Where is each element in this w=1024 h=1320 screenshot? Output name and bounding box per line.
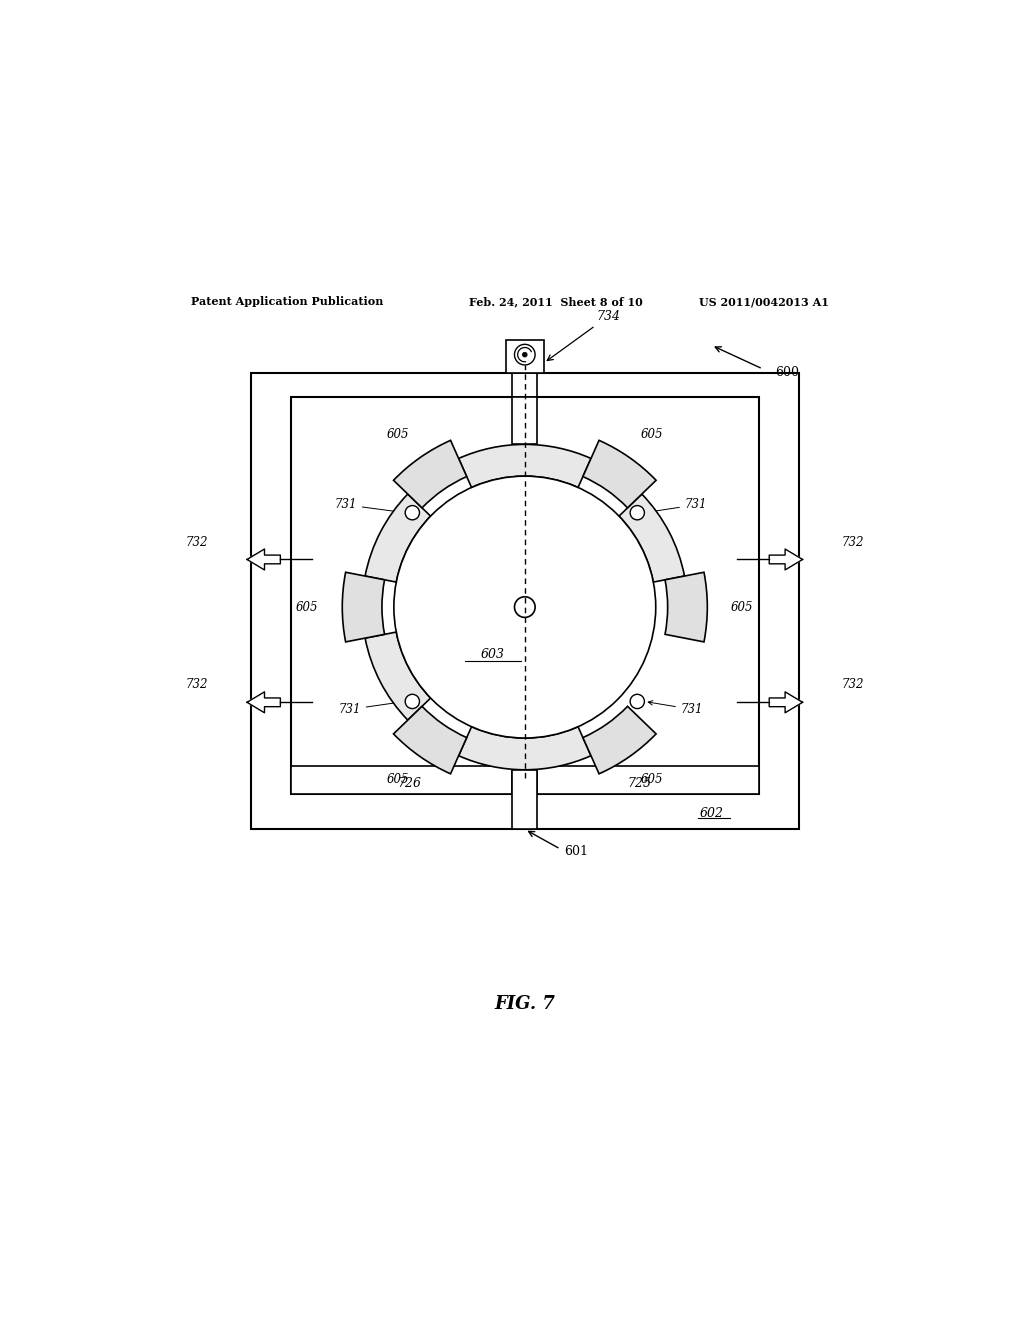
Text: 600: 600: [775, 367, 799, 379]
Wedge shape: [459, 445, 591, 487]
Circle shape: [394, 477, 655, 738]
Polygon shape: [769, 549, 803, 570]
Bar: [291, 397, 759, 793]
Wedge shape: [583, 441, 656, 508]
Text: Feb. 24, 2011  Sheet 8 of 10: Feb. 24, 2011 Sheet 8 of 10: [469, 296, 643, 308]
Text: 726: 726: [397, 777, 422, 791]
Circle shape: [406, 694, 420, 709]
Circle shape: [522, 352, 527, 356]
Bar: [512, 770, 538, 829]
Text: 605: 605: [296, 601, 318, 614]
Text: 732: 732: [185, 678, 208, 692]
Circle shape: [514, 345, 536, 364]
Text: 731: 731: [334, 498, 401, 513]
Text: 725: 725: [628, 777, 652, 791]
Text: 731: 731: [338, 701, 401, 715]
Wedge shape: [366, 632, 431, 721]
Text: 605: 605: [641, 428, 664, 441]
Bar: [251, 374, 799, 829]
Polygon shape: [247, 549, 281, 570]
Text: 732: 732: [842, 678, 864, 692]
Wedge shape: [393, 441, 467, 508]
Text: 732: 732: [842, 536, 864, 549]
Wedge shape: [583, 706, 656, 774]
Text: 601: 601: [564, 845, 589, 858]
Circle shape: [362, 445, 687, 770]
Wedge shape: [342, 573, 385, 642]
Bar: [538, 766, 759, 793]
Text: 609: 609: [557, 597, 581, 610]
Text: 734: 734: [547, 310, 621, 360]
Text: Patent Application Publication: Patent Application Publication: [191, 296, 384, 308]
Text: US 2011/0042013 A1: US 2011/0042013 A1: [699, 296, 829, 308]
Wedge shape: [618, 494, 684, 582]
Bar: [512, 397, 538, 445]
Polygon shape: [769, 692, 803, 713]
Text: 605: 605: [731, 601, 754, 614]
Text: FIG. 7: FIG. 7: [495, 995, 555, 1012]
Polygon shape: [247, 692, 281, 713]
Text: 605: 605: [386, 428, 409, 441]
Wedge shape: [459, 727, 591, 770]
Bar: [512, 374, 538, 397]
Circle shape: [630, 694, 644, 709]
Text: 605: 605: [386, 772, 409, 785]
Text: 731: 731: [648, 498, 708, 513]
Text: 732: 732: [185, 536, 208, 549]
Text: 605: 605: [641, 772, 664, 785]
Text: 602: 602: [699, 807, 723, 820]
Wedge shape: [393, 706, 467, 774]
Circle shape: [514, 597, 536, 618]
Text: 731: 731: [648, 701, 703, 715]
Wedge shape: [665, 573, 708, 642]
Text: 603: 603: [481, 648, 505, 661]
Circle shape: [406, 506, 420, 520]
Bar: [291, 766, 512, 793]
Bar: [506, 339, 544, 374]
Wedge shape: [366, 494, 431, 582]
Circle shape: [630, 506, 644, 520]
